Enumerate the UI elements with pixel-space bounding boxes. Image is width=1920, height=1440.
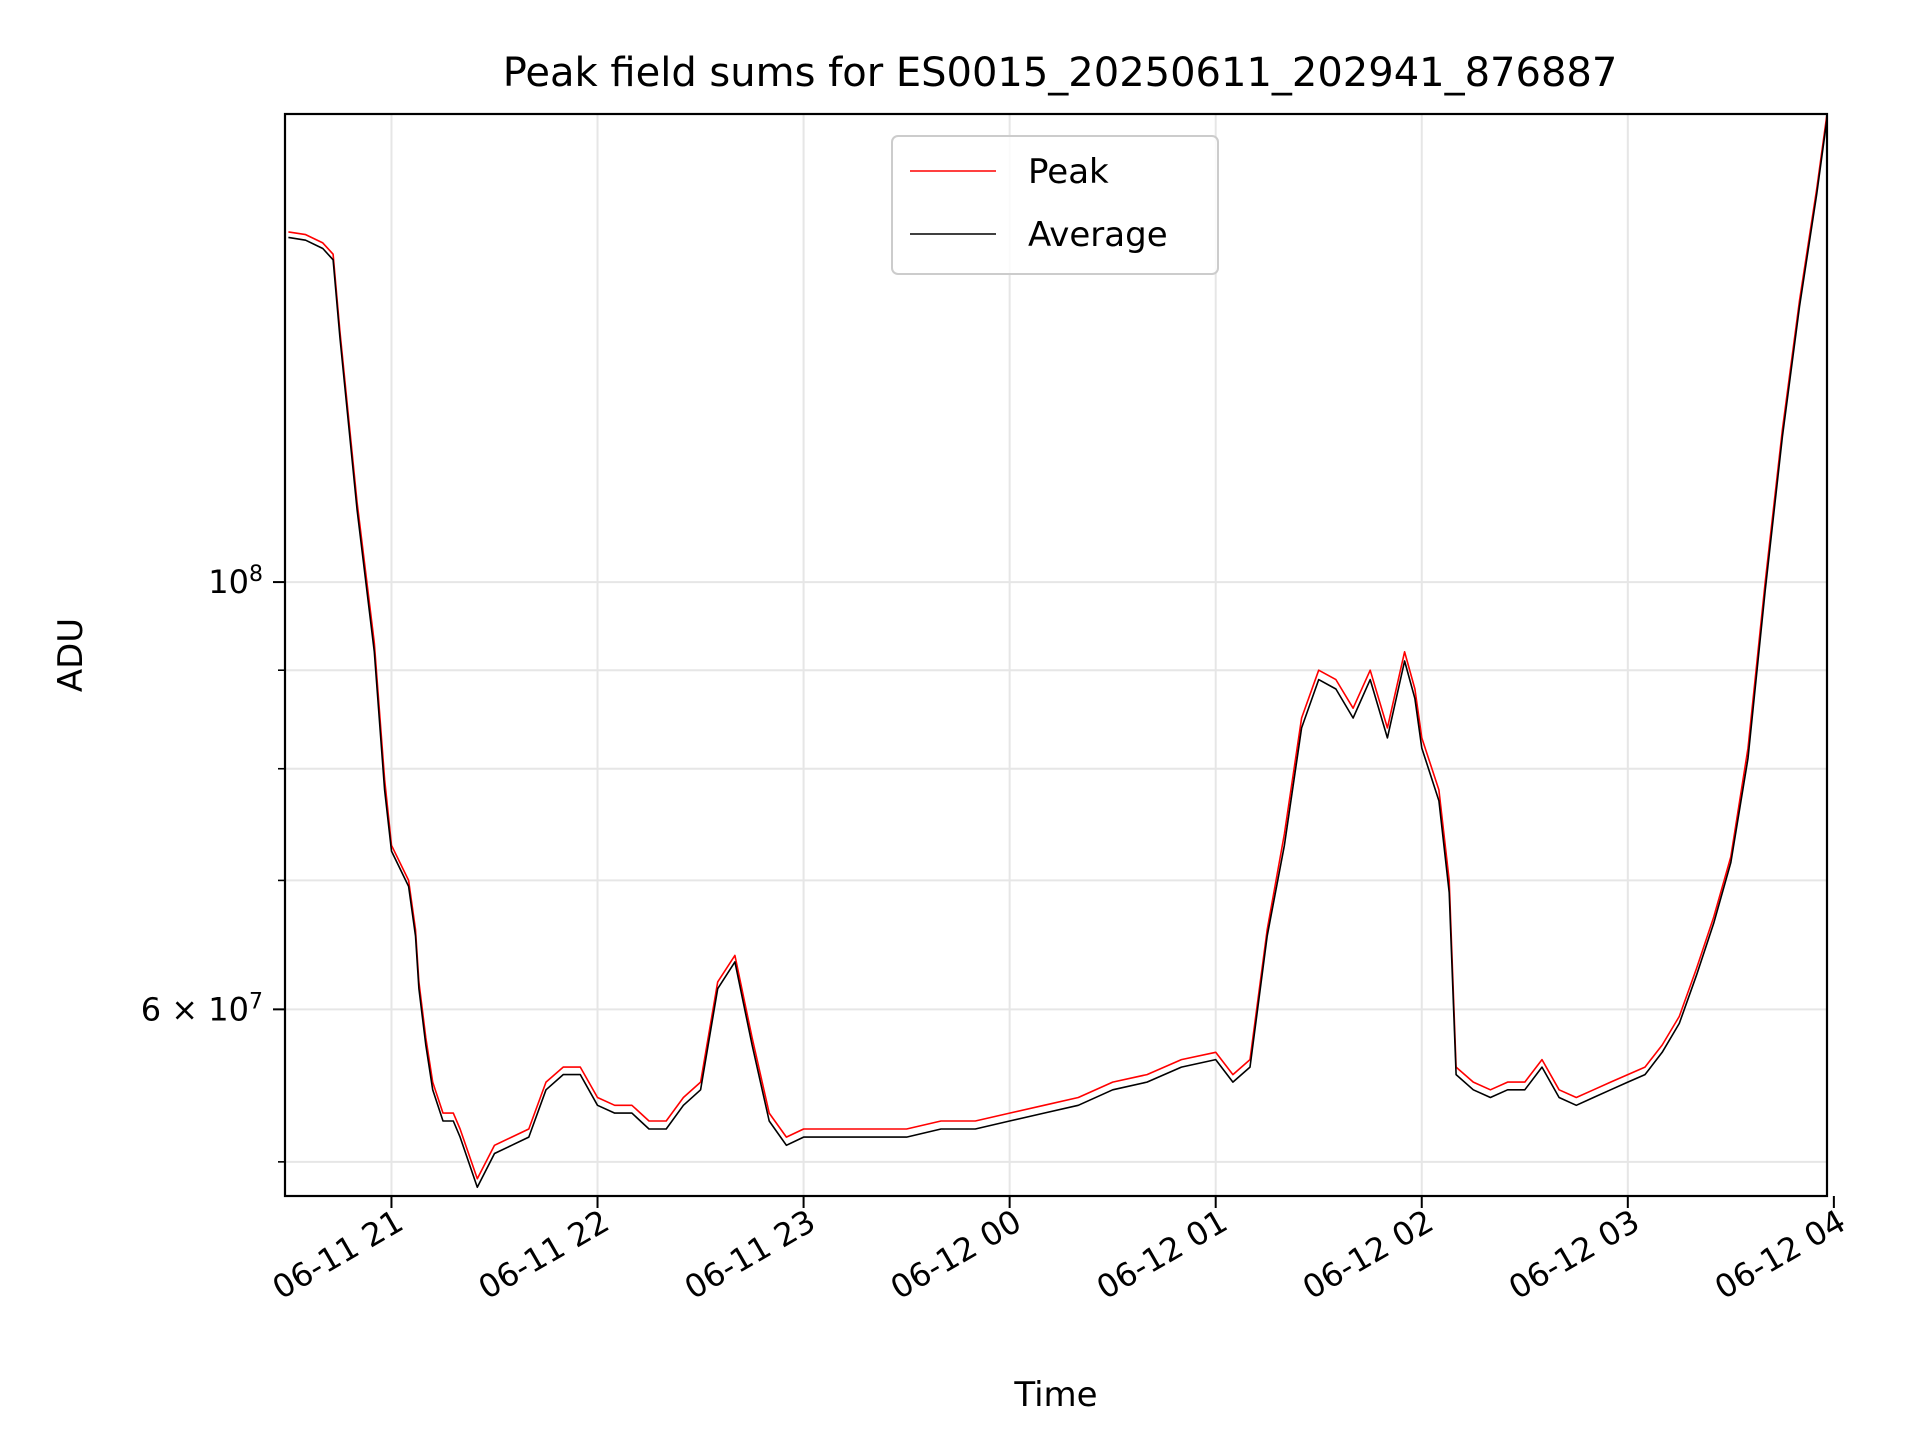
plot-frame xyxy=(283,112,1829,1198)
y-tick-label: 6 × 107 xyxy=(141,989,263,1029)
chart-title: Peak field sums for ES0015_20250611_2029… xyxy=(503,50,1618,96)
y-tick-base: 6 × 10 xyxy=(141,990,249,1028)
y-tick-exponent: 8 xyxy=(249,562,263,587)
series-line-peak xyxy=(288,113,1828,1180)
series-line-average xyxy=(288,118,1828,1189)
x-axis-label: Time xyxy=(1013,1375,1097,1415)
y-tick-exponent: 7 xyxy=(249,989,263,1014)
legend: Peak Average xyxy=(891,135,1219,275)
y-axis-label: ADU xyxy=(51,618,91,692)
legend-peak-label: Peak xyxy=(1028,152,1109,192)
series-lines xyxy=(288,113,1828,1189)
y-tick-base: 10 xyxy=(208,563,249,601)
grid-lines xyxy=(285,114,1827,1196)
y-tick-label: 108 xyxy=(208,562,263,602)
legend-average-label: Average xyxy=(1028,215,1168,255)
